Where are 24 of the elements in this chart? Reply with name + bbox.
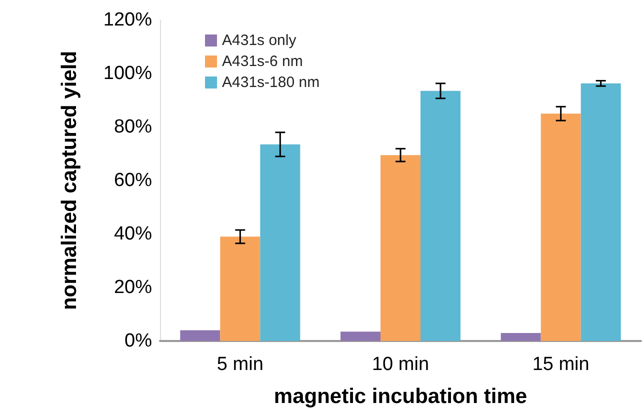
bar: [420, 90, 460, 341]
y-tick-label: 40%: [114, 224, 152, 244]
y-axis-title: normalized captured yield: [58, 50, 81, 310]
y-tick-label: 0%: [124, 330, 152, 352]
y-tick-label: 60%: [114, 170, 152, 191]
bar: [540, 114, 581, 341]
legend-label: A431s-180 nm: [222, 74, 320, 91]
bar: [220, 236, 260, 341]
y-tick-label: 80%: [114, 116, 152, 138]
x-tick-label: 5 min: [216, 354, 264, 375]
bar: [380, 155, 420, 341]
x-tick-label: 15 min: [532, 354, 590, 375]
x-tick-label: 10 min: [372, 354, 430, 375]
y-tick-label: 120%: [103, 10, 152, 30]
bar: [180, 330, 220, 341]
y-tick-label: 100%: [103, 63, 152, 84]
y-tick-label: 20%: [114, 277, 152, 298]
bar: [500, 332, 541, 341]
bar: [340, 332, 380, 341]
legend-label: A431s-6 nm: [222, 53, 303, 70]
bar: [260, 144, 300, 341]
legend-label: A431s only: [222, 32, 297, 49]
bar: [580, 83, 621, 341]
x-axis-title: magnetic incubation time: [274, 385, 528, 408]
